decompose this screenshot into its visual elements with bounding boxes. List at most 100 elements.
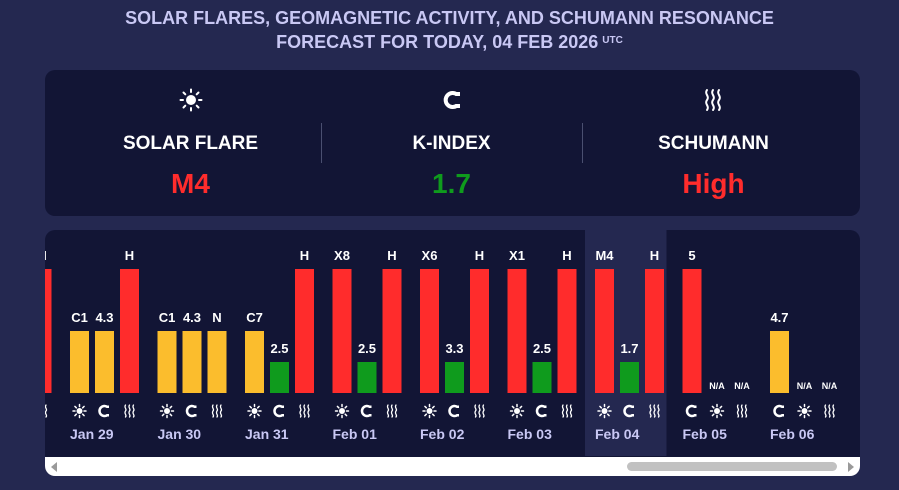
waves-icon	[649, 404, 660, 418]
sun-icon	[247, 403, 262, 419]
bar-label: N/A	[822, 381, 838, 391]
schumann-value: High	[682, 168, 745, 199]
bar-schumann	[645, 269, 664, 393]
magnet-icon	[316, 88, 587, 112]
k-index-value: 1.7	[432, 168, 471, 199]
k-index-label: K-INDEX	[412, 133, 491, 154]
bar-kindex	[270, 362, 289, 393]
waves-icon	[211, 404, 223, 418]
magnet-icon	[773, 404, 784, 418]
scroll-left-arrow-icon[interactable]	[51, 462, 57, 472]
bar-label: H	[387, 248, 396, 263]
date-label: Feb 06	[770, 426, 815, 442]
waves-icon	[299, 404, 310, 418]
magnet-icon	[185, 404, 197, 418]
bar-solar	[420, 269, 439, 393]
bar-label: N/A	[709, 381, 725, 391]
title-date: FORECAST FOR TODAY, 04 FEB 2026	[276, 32, 599, 52]
page-title: SOLAR FLARES, GEOMAGNETIC ACTIVITY, AND …	[0, 6, 899, 54]
bar-label: H	[475, 248, 484, 263]
date-label: Jan 30	[158, 426, 202, 442]
bar-label: C1	[159, 310, 176, 325]
bar-label: 2.5	[358, 341, 376, 356]
bar-label: 4.3	[95, 310, 113, 325]
summary-k-index: K-INDEX 1.7	[316, 70, 587, 216]
bar-label: 4.7	[770, 310, 788, 325]
sun-icon	[709, 403, 725, 419]
bar-kindex	[532, 362, 552, 393]
bar-kindex	[682, 269, 702, 393]
divider	[582, 123, 583, 163]
bar-schumann	[470, 269, 489, 393]
bar-label: 5	[688, 248, 695, 263]
sun-icon	[334, 403, 350, 419]
bar-schumann	[557, 269, 577, 393]
bar-kindex	[182, 331, 202, 393]
bar-label: X1	[509, 248, 525, 263]
date-label: Feb 05	[683, 426, 728, 442]
date-label: Jan 31	[245, 426, 289, 442]
sun-icon	[55, 88, 326, 112]
waves-icon	[578, 88, 849, 112]
scroll-right-arrow-icon[interactable]	[848, 462, 854, 472]
magnet-icon	[360, 404, 372, 418]
bar-schumann	[295, 269, 314, 393]
bar-label: 2.5	[533, 341, 551, 356]
bar-schumann	[45, 269, 52, 393]
sun-icon	[509, 403, 525, 419]
bar-schumann	[207, 331, 227, 393]
bar-kindex	[770, 331, 789, 393]
bar-label: 2.5	[270, 341, 288, 356]
horizontal-scrollbar[interactable]	[45, 457, 860, 476]
sun-icon	[422, 403, 437, 419]
solar-flare-label: SOLAR FLARE	[122, 133, 259, 154]
bar-label: H	[125, 248, 134, 263]
title-timezone: UTC	[602, 35, 623, 46]
title-line-1: SOLAR FLARES, GEOMAGNETIC ACTIVITY, AND …	[125, 8, 774, 28]
title-line-2: FORECAST FOR TODAY, 04 FEB 2026 UTC	[0, 30, 899, 54]
magnet-icon	[98, 404, 109, 418]
scrollbar-thumb[interactable]	[627, 462, 837, 471]
magnet-icon	[273, 404, 284, 418]
bar-label: 3.3	[445, 341, 463, 356]
bar-label: H	[300, 248, 309, 263]
bar-kindex	[445, 362, 464, 393]
magnet-icon	[623, 404, 634, 418]
bar-solar	[70, 331, 89, 393]
sun-icon	[597, 403, 612, 419]
bar-kindex	[620, 362, 639, 393]
date-label: Feb 04	[595, 426, 640, 442]
bar-label: N/A	[734, 381, 750, 391]
bar-schumann	[382, 269, 402, 393]
bar-label: C1	[71, 310, 88, 325]
bar-solar	[157, 331, 177, 393]
sun-icon	[72, 403, 87, 419]
sun-icon	[797, 403, 812, 419]
bar-label: 1.7	[620, 341, 638, 356]
bar-kindex	[357, 362, 377, 393]
waves-icon	[824, 404, 835, 418]
magnet-icon	[535, 404, 547, 418]
bar-label: N/A	[797, 381, 813, 391]
bar-label: N	[212, 310, 221, 325]
date-label: Feb 03	[508, 426, 553, 442]
date-label: Feb 02	[420, 426, 465, 442]
bar-label: H	[45, 248, 47, 263]
forecast-chart[interactable]: H C1 4.3 H Jan 29 C1 4.3 N Jan 30 C7 2.5 H Jan 31 X8 2…	[45, 230, 860, 476]
sun-icon	[159, 403, 175, 419]
bar-label: X6	[422, 248, 438, 263]
bar-schumann	[120, 269, 139, 393]
summary-schumann: SCHUMANN High	[578, 70, 849, 216]
bar-label: 4.3	[183, 310, 201, 325]
divider	[321, 123, 322, 163]
forecast-chart-svg: H C1 4.3 H Jan 29 C1 4.3 N Jan 30 C7 2.5 H Jan 31 X8 2…	[45, 230, 838, 456]
waves-icon	[474, 404, 485, 418]
bar-label: M4	[595, 248, 614, 263]
date-label: Feb 01	[333, 426, 378, 442]
bar-label: H	[562, 248, 571, 263]
magnet-icon	[685, 404, 697, 418]
bar-label: X8	[334, 248, 350, 263]
bar-label: C7	[246, 310, 263, 325]
waves-icon	[561, 404, 573, 418]
waves-icon	[45, 404, 48, 418]
